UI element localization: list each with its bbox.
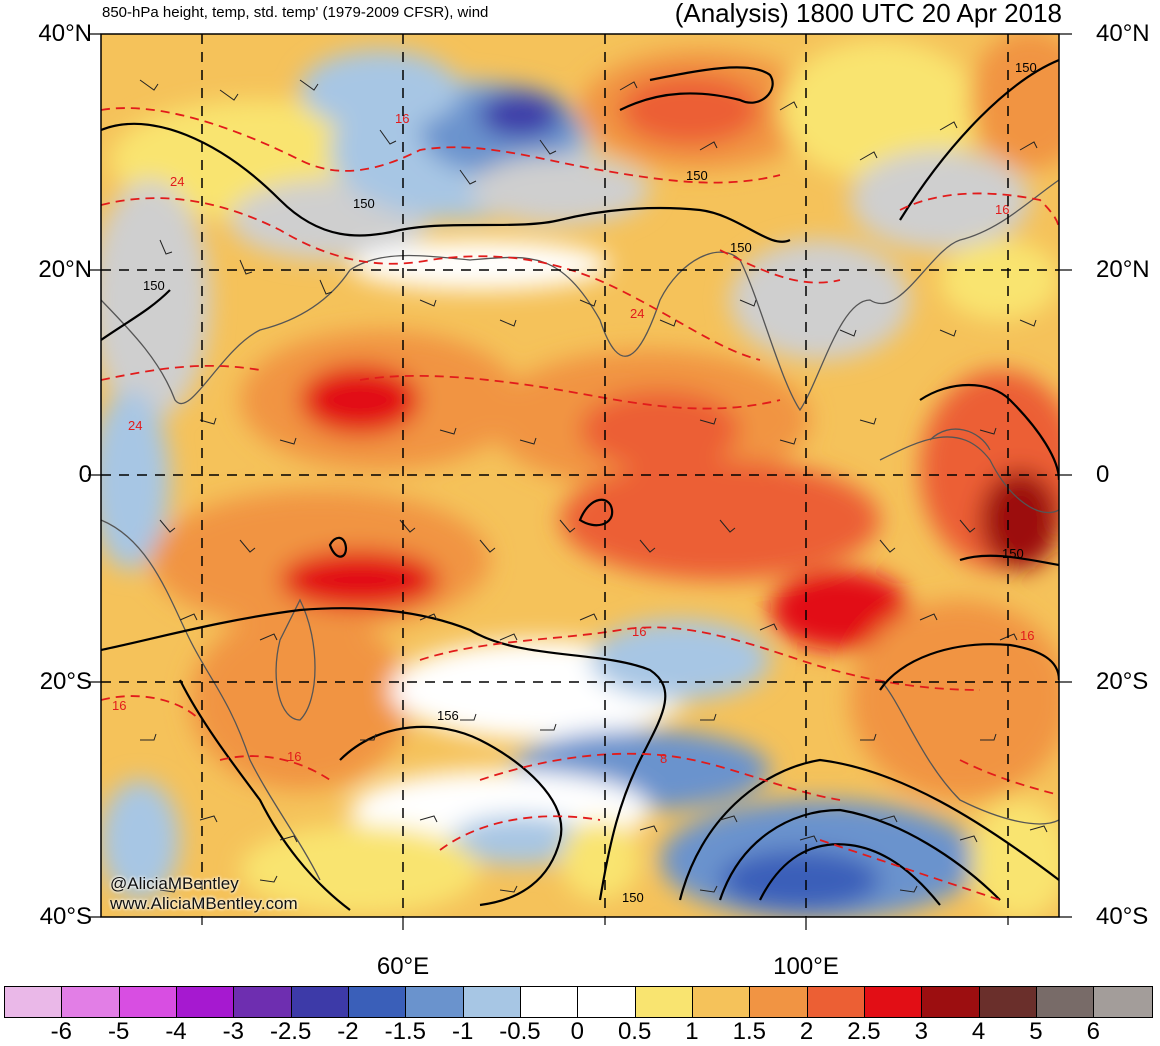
lat-label-20s-left: 20°S bbox=[39, 668, 92, 695]
colorbar-swatch bbox=[119, 987, 177, 1017]
map-title: (Analysis) 1800 UTC 20 Apr 2018 bbox=[674, 0, 1062, 28]
colorbar-tick-label: -6 bbox=[50, 1018, 72, 1045]
colorbar-swatch bbox=[463, 987, 521, 1017]
temperature-contour-label: 24 bbox=[630, 306, 644, 321]
colorbar-tick-label: -1 bbox=[451, 1018, 474, 1045]
wind-barbs bbox=[139, 79, 1048, 893]
height-contour-label: 150 bbox=[143, 278, 165, 293]
lat-label-0-right: 0 bbox=[1096, 461, 1110, 488]
colorbar-tick-label: 2 bbox=[799, 1018, 814, 1045]
colorbar-swatch bbox=[348, 987, 407, 1017]
colorbar-tick-label: 1 bbox=[685, 1018, 699, 1045]
colorbar-swatch bbox=[5, 987, 63, 1017]
colorbar-tick-label: 0.5 bbox=[617, 1018, 652, 1045]
colorbar-swatch bbox=[922, 987, 980, 1017]
colorbar-tick-label: -3 bbox=[222, 1018, 244, 1045]
colorbar-swatch bbox=[807, 987, 865, 1017]
height-contours bbox=[101, 58, 1059, 911]
colorbar-swatch bbox=[578, 987, 636, 1017]
colorbar-tick-label: -2 bbox=[337, 1018, 359, 1045]
height-contour-label: 150 bbox=[353, 196, 375, 211]
colorbar-swatch bbox=[62, 987, 120, 1017]
gridlines bbox=[101, 34, 1059, 917]
colorbar-tick-label: 6 bbox=[1086, 1018, 1100, 1045]
colorbar-swatch bbox=[234, 987, 292, 1017]
credit-handle: @AliciaMBentley bbox=[110, 874, 239, 893]
temperature-contour-label: 16 bbox=[287, 749, 301, 764]
height-contour-label: 150 bbox=[1015, 60, 1037, 75]
height-contour-label: 150 bbox=[730, 240, 752, 255]
map-subtitle: 850-hPa height, temp, std. temp' (1979-2… bbox=[102, 4, 489, 21]
colorbar-swatch bbox=[692, 987, 751, 1017]
temperature-contour-label: 16 bbox=[1020, 628, 1034, 643]
height-contour-label: 150 bbox=[1002, 546, 1024, 561]
height-contour-label: 156 bbox=[437, 708, 459, 723]
temperature-contour-label: 16 bbox=[112, 698, 126, 713]
temperature-contour-label: 24 bbox=[170, 174, 184, 189]
colorbar-tick-label: 4 bbox=[971, 1018, 986, 1045]
colorbar-tick-label: -5 bbox=[107, 1018, 130, 1045]
lat-label-40n-left: 40°N bbox=[38, 20, 92, 47]
colorbar-tick-label: -1.5 bbox=[384, 1018, 426, 1045]
lat-label-20n-right: 20°N bbox=[1096, 256, 1150, 283]
lon-label-100e: 100°E bbox=[773, 953, 839, 980]
colorbar-swatch bbox=[750, 987, 808, 1017]
lat-label-40n-right: 40°N bbox=[1096, 20, 1150, 47]
colorbar-swatch bbox=[1036, 987, 1095, 1017]
colorbar-tick-label: -2.5 bbox=[269, 1018, 312, 1045]
colorbar-tick-label: 3 bbox=[914, 1018, 928, 1045]
height-contour-label: 150 bbox=[622, 890, 644, 905]
lat-label-40s-right: 40°S bbox=[1096, 903, 1149, 930]
lat-label-0-left: 0 bbox=[78, 461, 92, 488]
colorbar bbox=[4, 986, 1153, 1018]
temperature-contours bbox=[101, 107, 1059, 901]
axis-ticks bbox=[88, 33, 1072, 930]
colorbar-tick-label: -0.5 bbox=[499, 1018, 541, 1045]
colorbar-tick-label: -4 bbox=[165, 1018, 187, 1045]
colorbar-tick-label: 2.5 bbox=[847, 1018, 881, 1045]
coastlines bbox=[101, 179, 1059, 881]
colorbar-tick-label: 1.5 bbox=[732, 1018, 766, 1045]
temperature-contour-label: 16 bbox=[632, 624, 646, 639]
lat-label-40s-left: 40°S bbox=[39, 903, 92, 930]
temperature-contour-label: 16 bbox=[995, 202, 1009, 217]
colorbar-swatch bbox=[291, 987, 349, 1017]
colorbar-swatch bbox=[406, 987, 464, 1017]
colorbar-swatch bbox=[176, 987, 235, 1017]
colorbar-tick-label: 0 bbox=[570, 1018, 584, 1045]
lat-label-20s-right: 20°S bbox=[1096, 668, 1149, 695]
temperature-contour-label: 16 bbox=[395, 111, 409, 126]
lat-label-20n-left: 20°N bbox=[38, 256, 92, 283]
colorbar-swatch bbox=[864, 987, 923, 1017]
colorbar-swatch bbox=[979, 987, 1037, 1017]
colorbar-swatch bbox=[520, 987, 579, 1017]
lon-label-60e: 60°E bbox=[376, 953, 430, 980]
temperature-contour-label: 24 bbox=[128, 418, 142, 433]
height-contour-label: 150 bbox=[686, 168, 708, 183]
credit-website: www.AliciaMBentley.com bbox=[110, 894, 298, 913]
colorbar-tick-label: 5 bbox=[1029, 1018, 1043, 1045]
colorbar-swatch bbox=[635, 987, 693, 1017]
temperature-contour-label: 8 bbox=[660, 751, 667, 766]
colorbar-swatch bbox=[1094, 987, 1152, 1017]
